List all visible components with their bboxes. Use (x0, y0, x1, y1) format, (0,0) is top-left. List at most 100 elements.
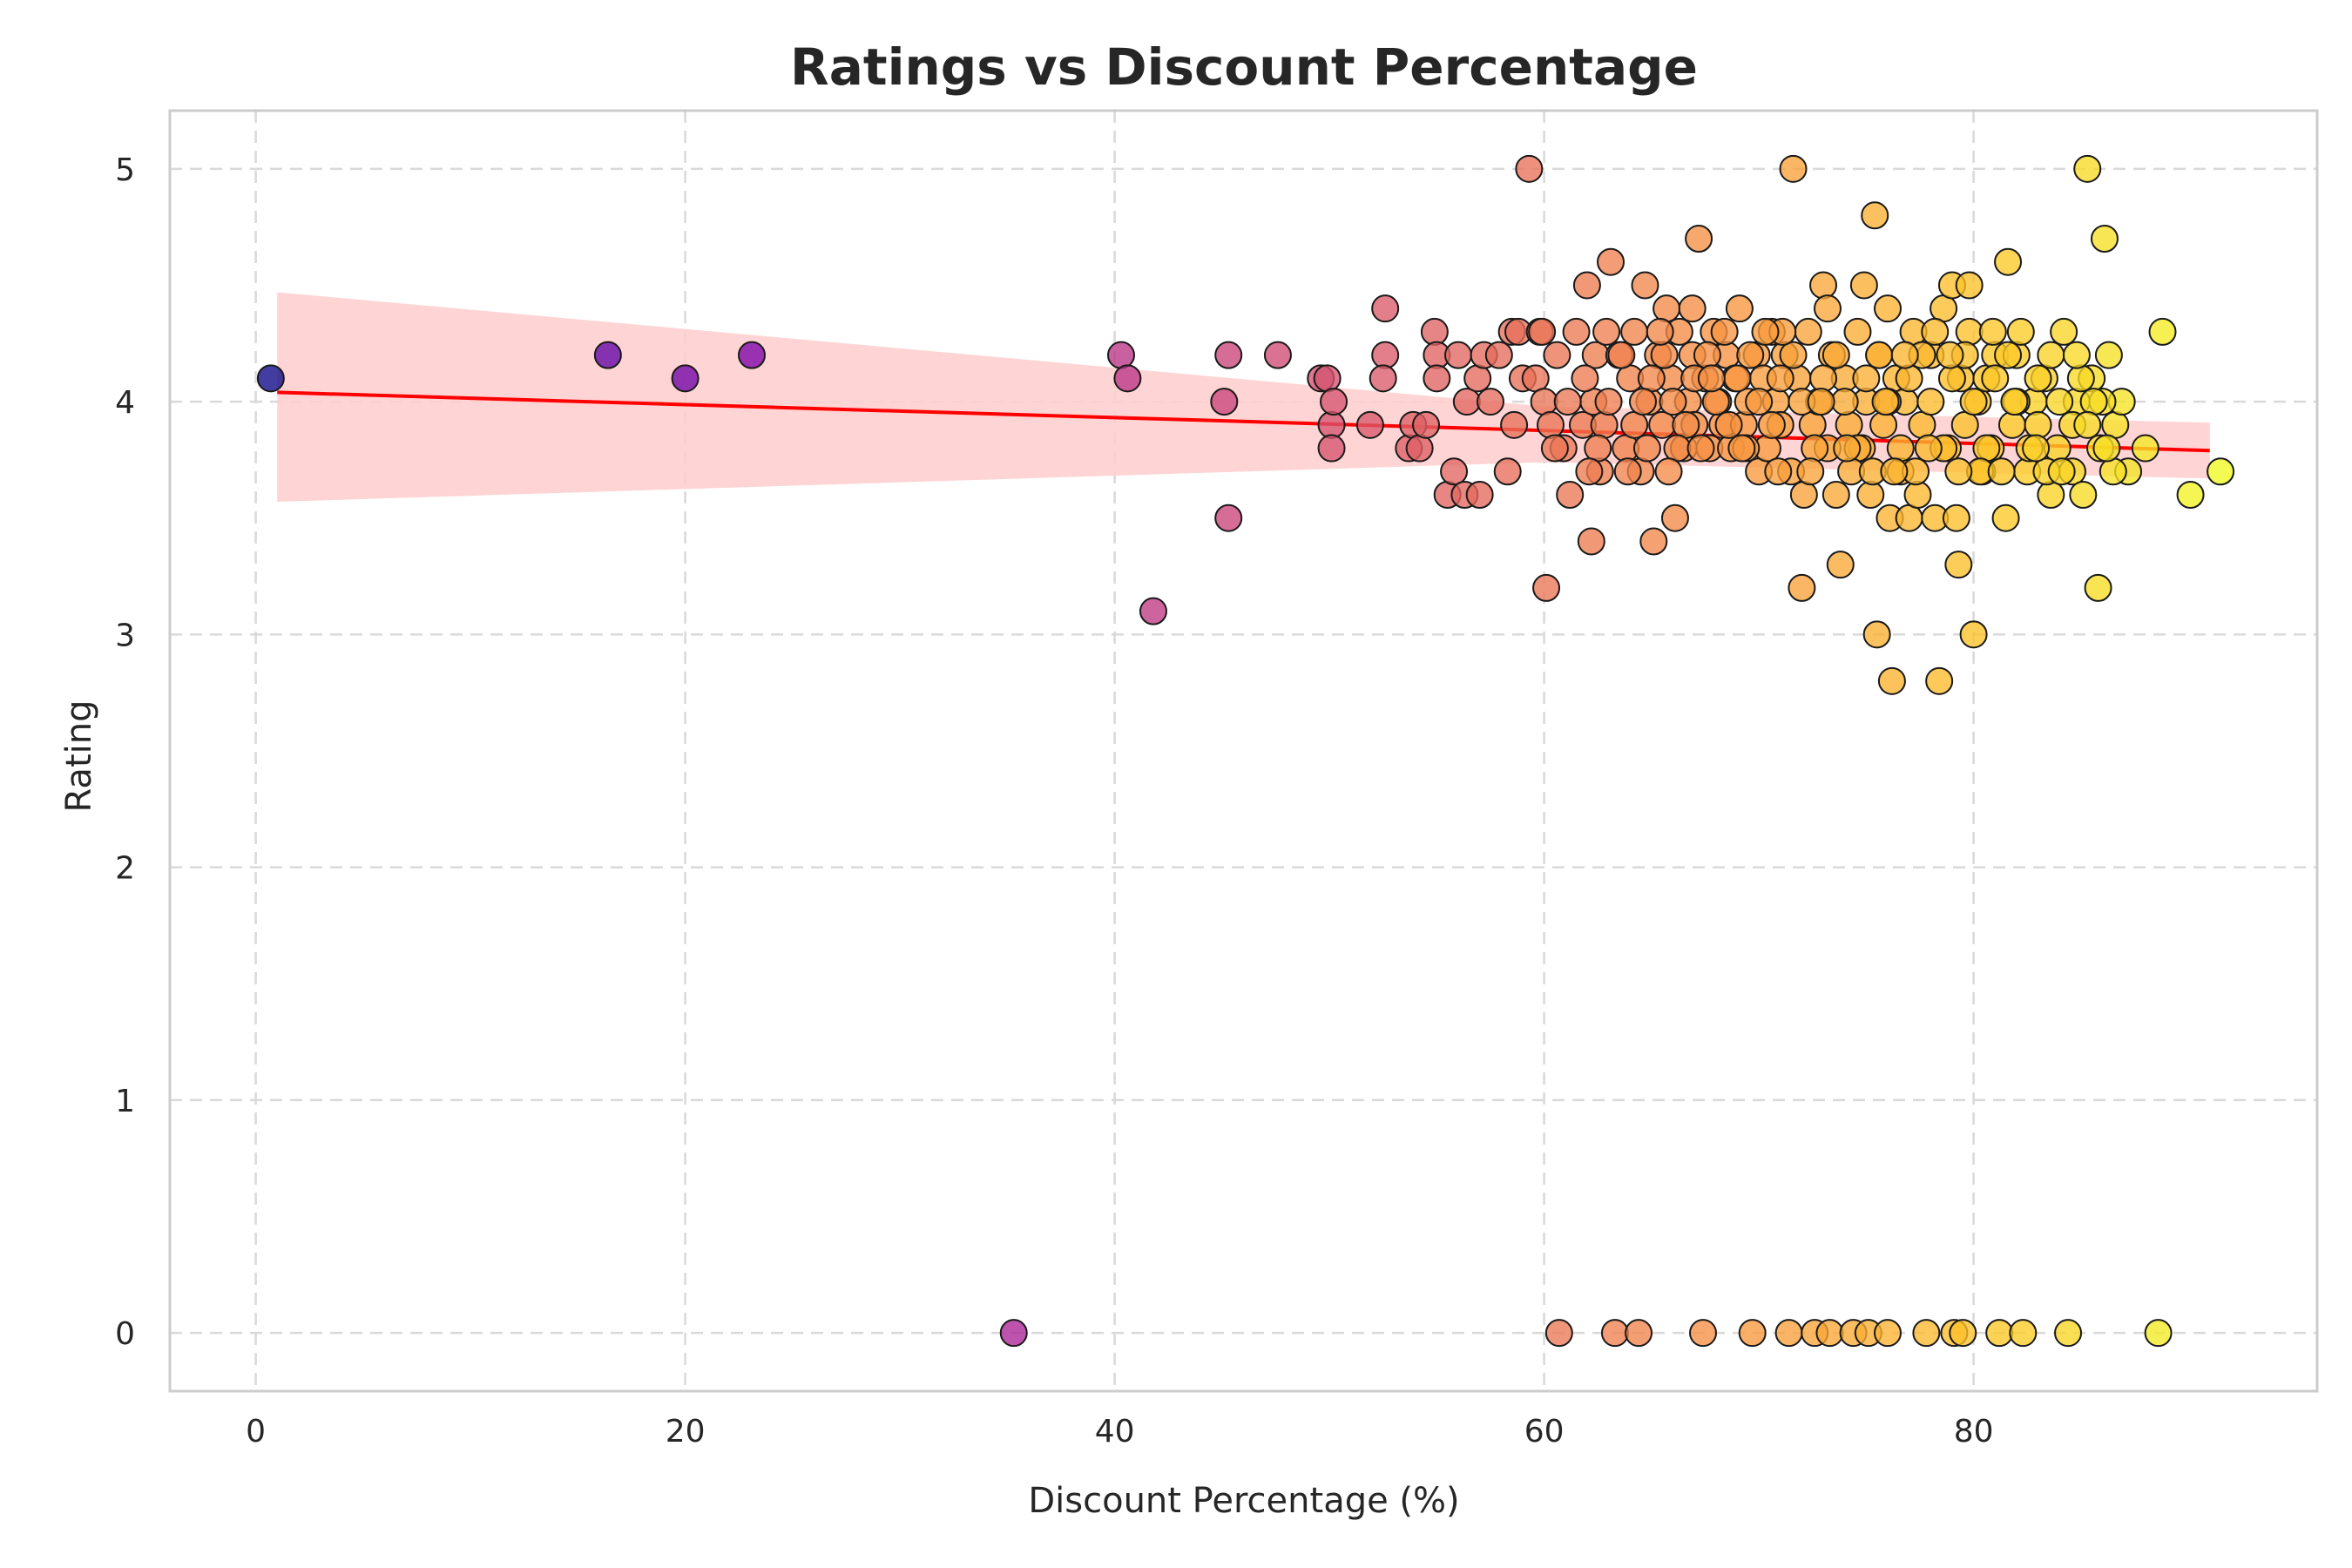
data-point (1317, 410, 1346, 439)
data-point (1689, 1319, 1718, 1348)
data-point (1528, 317, 1557, 346)
data-point (2024, 364, 2052, 393)
y-tick-label: 3 (115, 618, 135, 653)
data-point (1908, 410, 1936, 439)
data-point (1736, 341, 1765, 369)
data-point (1856, 481, 1885, 509)
data-point (2066, 364, 2095, 393)
data-point (1590, 410, 1619, 439)
data-point (2101, 410, 2130, 439)
data-point (2131, 434, 2159, 463)
data-point (1921, 317, 1950, 346)
data-point (1584, 434, 1612, 463)
data-point (1874, 294, 1902, 323)
data-point (1981, 364, 2010, 393)
data-point (1476, 388, 1504, 416)
data-point (1727, 434, 1756, 463)
data-point (1463, 364, 1492, 393)
data-point (1440, 457, 1469, 486)
data-point (1936, 341, 1964, 369)
data-point (1937, 364, 1966, 393)
data-point (1571, 364, 1599, 393)
data-point (1452, 388, 1481, 416)
data-point (1843, 317, 1872, 346)
data-point (2073, 410, 2102, 439)
data-point (1852, 364, 1881, 393)
data-point (1994, 247, 2023, 276)
data-point (1553, 388, 1582, 416)
data-point (2037, 341, 2065, 369)
data-point (1796, 457, 1825, 486)
data-point (1725, 294, 1754, 323)
data-point (1959, 388, 1988, 416)
data-point (1420, 317, 1449, 346)
data-point (1774, 1319, 1803, 1348)
plot-frame (168, 109, 2319, 1393)
data-point (671, 364, 700, 393)
data-point (1648, 410, 1677, 439)
data-point (1994, 341, 2023, 369)
data-point (1369, 364, 1397, 393)
data-point (2069, 481, 2098, 509)
data-point (1697, 364, 1726, 393)
data-point (1317, 434, 1346, 463)
data-point (1809, 364, 1838, 393)
data-point (1886, 434, 1915, 463)
y-tick-label: 4 (115, 385, 135, 421)
data-point (999, 1319, 1028, 1348)
data-point (1355, 410, 1384, 439)
data-point (1895, 364, 1923, 393)
data-point (1210, 388, 1239, 416)
data-point (1581, 341, 1610, 369)
data-point (2006, 317, 2035, 346)
data-point (1577, 527, 1605, 556)
data-point (1214, 504, 1243, 532)
data-point (1815, 1319, 1844, 1348)
data-point (1412, 410, 1441, 439)
data-point (2073, 154, 2102, 183)
data-point (1597, 247, 1625, 276)
x-tick-label: 60 (1524, 1414, 1565, 1450)
data-points (256, 154, 2235, 1348)
data-point (1890, 341, 1919, 369)
data-point (1214, 341, 1243, 369)
data-point (2084, 573, 2112, 602)
data-point (1714, 410, 1743, 439)
data-point (1660, 504, 1689, 532)
data-point (1826, 551, 1855, 579)
data-point (1903, 481, 1932, 509)
data-point (1914, 434, 1943, 463)
data-point (1751, 317, 1780, 346)
data-point (1745, 388, 1774, 416)
data-point (2009, 1319, 2038, 1348)
data-point (1613, 457, 1642, 486)
data-point (1521, 364, 1550, 393)
data-point (1515, 154, 1544, 183)
data-point (1869, 410, 1898, 439)
data-point (1849, 271, 1878, 300)
data-point (1672, 410, 1700, 439)
data-point (1493, 457, 1522, 486)
data-point (1701, 388, 1730, 416)
data-point (1794, 317, 1822, 346)
data-point (1764, 457, 1793, 486)
data-point (1106, 341, 1135, 369)
data-point (1530, 388, 1558, 416)
data-point (1880, 457, 1909, 486)
data-point (1592, 317, 1621, 346)
data-point (1625, 1319, 1653, 1348)
data-point (2144, 1319, 2173, 1348)
data-point (1871, 388, 1900, 416)
data-point (1865, 341, 1894, 369)
data-point (1620, 410, 1649, 439)
data-point (1788, 573, 1816, 602)
y-tick-label: 5 (115, 152, 135, 188)
data-point (1955, 271, 1984, 300)
data-point (1639, 527, 1668, 556)
x-axis-label: Discount Percentage (%) (1028, 1481, 1459, 1521)
x-tick-label: 40 (1095, 1414, 1135, 1450)
data-point (1652, 294, 1681, 323)
data-point (2176, 481, 2205, 509)
